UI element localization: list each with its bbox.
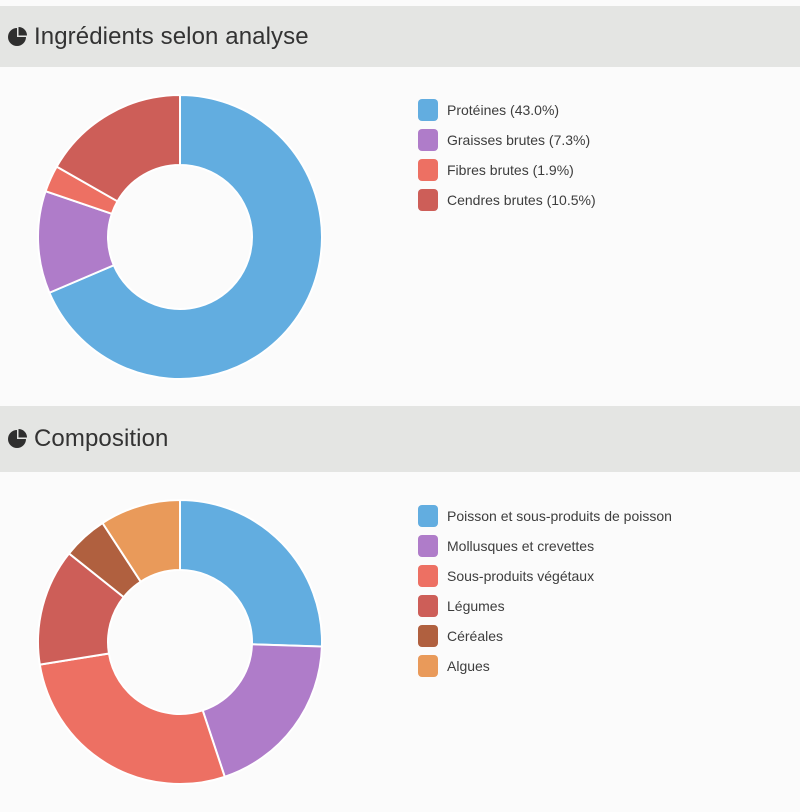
legend-swatch: [418, 625, 438, 647]
legend-item[interactable]: Protéines (43.0%): [418, 95, 596, 125]
legend-item[interactable]: Mollusques et crevettes: [418, 531, 672, 561]
legend-label: Fibres brutes (1.9%): [447, 162, 574, 178]
section-header-analysis: Ingrédients selon analyse: [0, 6, 800, 67]
donut-chart-analysis: [37, 93, 323, 380]
section-title: Composition: [34, 425, 169, 452]
legend-label: Cendres brutes (10.5%): [447, 192, 596, 208]
legend-composition: Poisson et sous-produits de poisson Moll…: [418, 501, 672, 681]
legend-label: Légumes: [447, 598, 505, 614]
legend-item[interactable]: Poisson et sous-produits de poisson: [418, 501, 672, 531]
legend-item[interactable]: Cendres brutes (10.5%): [418, 185, 596, 215]
donut-slice-2[interactable]: [201, 643, 323, 779]
donut-slice-1[interactable]: [48, 93, 323, 380]
legend-swatch: [418, 99, 438, 121]
legend-item[interactable]: Fibres brutes (1.9%): [418, 155, 596, 185]
section-title: Ingrédients selon analyse: [34, 22, 309, 50]
legend-swatch: [418, 535, 438, 557]
legend-item[interactable]: Céréales: [418, 621, 672, 651]
legend-swatch: [418, 189, 438, 211]
legend-swatch: [418, 159, 438, 181]
donut-slice-6[interactable]: [101, 498, 181, 584]
pie-chart-icon: [6, 428, 28, 450]
legend-label: Graisses brutes (7.3%): [447, 132, 591, 148]
legend-item[interactable]: Sous-produits végétaux: [418, 561, 672, 591]
legend-item[interactable]: Légumes: [418, 591, 672, 621]
legend-swatch: [418, 655, 438, 677]
legend-label: Mollusques et crevettes: [447, 538, 595, 554]
legend-item[interactable]: Graisses brutes (7.3%): [418, 125, 596, 155]
pie-chart-icon: [6, 26, 28, 48]
section-header-composition: Composition: [0, 406, 800, 472]
legend-label: Sous-produits végétaux: [447, 568, 595, 584]
legend-label: Poisson et sous-produits de poisson: [447, 508, 672, 524]
legend-swatch: [418, 595, 438, 617]
legend-swatch: [418, 505, 438, 527]
donut-slice-1[interactable]: [179, 498, 323, 648]
legend-analysis: Protéines (43.0%) Graisses brutes (7.3%)…: [418, 95, 596, 215]
legend-swatch: [418, 565, 438, 587]
legend-label: Céréales: [447, 628, 504, 644]
legend-item[interactable]: Algues: [418, 651, 672, 681]
legend-label: Protéines (43.0%): [447, 102, 560, 118]
donut-chart-composition: [37, 498, 323, 785]
legend-label: Algues: [447, 658, 490, 674]
legend-swatch: [418, 129, 438, 151]
donut-slice-4[interactable]: [55, 93, 181, 203]
donut-slice-3[interactable]: [38, 652, 227, 785]
